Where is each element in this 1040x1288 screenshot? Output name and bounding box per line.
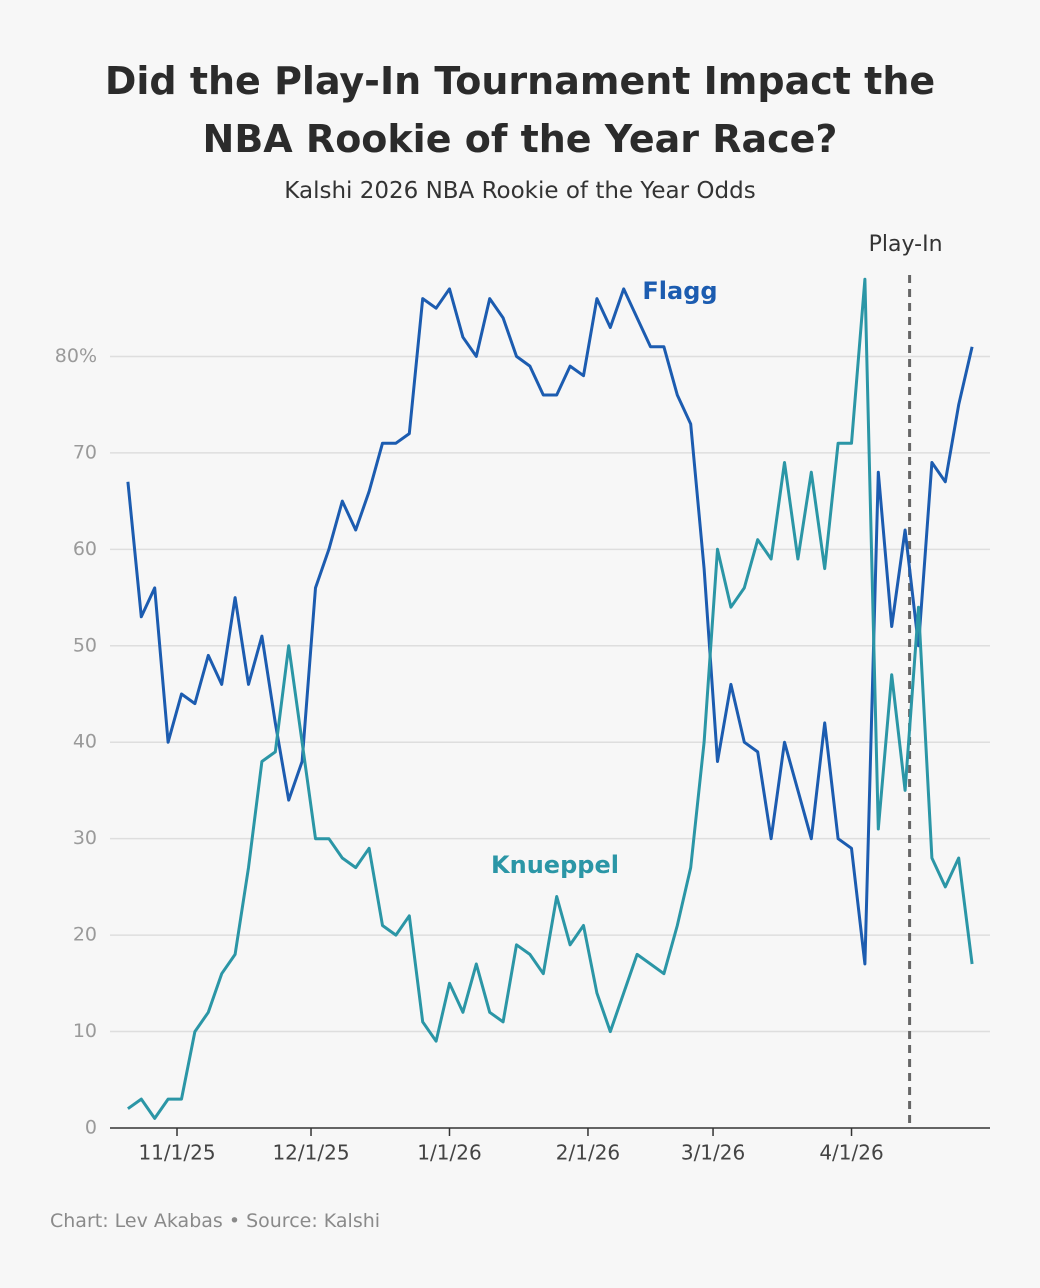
x-tick-label: 12/1/25 <box>272 1141 349 1165</box>
y-tick-label: 30 <box>73 827 97 849</box>
y-tick-label: 70 <box>73 441 97 463</box>
y-tick-label: 80% <box>55 345 97 367</box>
y-tick-label: 20 <box>73 924 97 946</box>
series-line <box>127 277 974 1120</box>
x-tick-label: 2/1/26 <box>556 1141 620 1165</box>
x-tick-label: 4/1/26 <box>819 1141 883 1165</box>
chart: 0 10 20 30 40 50 60 70 80% 11/1/25 12/1/25 1/1/26 2/… <box>55 232 990 1165</box>
series-line <box>126 287 974 966</box>
y-tick-label: 60 <box>73 538 97 560</box>
series-label: Knueppel <box>491 851 619 879</box>
y-tick-label: 10 <box>73 1020 97 1042</box>
x-tick-label: 11/1/25 <box>138 1141 215 1165</box>
chart-footer: Chart: Lev Akabas • Source: Kalshi <box>50 1210 381 1232</box>
event-label: Play-In <box>869 232 943 257</box>
x-tick-label: 3/1/26 <box>681 1141 745 1165</box>
y-tick-label: 50 <box>73 634 97 656</box>
y-tick-label: 40 <box>73 731 97 753</box>
series-label: Flagg <box>642 277 717 305</box>
x-tick-label: 1/1/26 <box>417 1141 481 1165</box>
chart-title: Did the Play-In Tournament Impact the NB… <box>104 59 936 161</box>
y-tick-label: 0 <box>85 1117 97 1139</box>
chart-subtitle: Kalshi 2026 NBA Rookie of the Year Odds <box>284 178 756 204</box>
